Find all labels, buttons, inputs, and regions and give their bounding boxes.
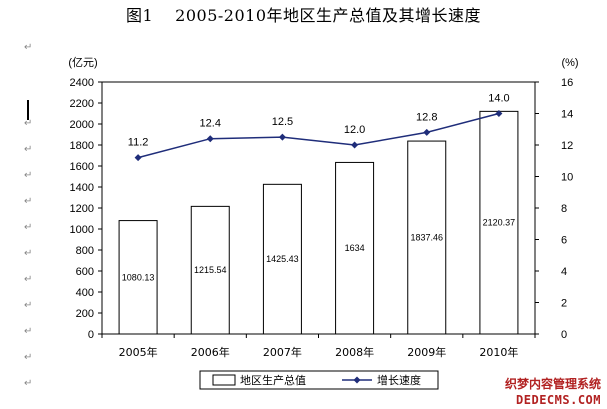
- bar-value-label: 1215.54: [194, 265, 227, 275]
- x-tick-label: 2005年: [119, 345, 158, 359]
- legend: 地区生产总值 增长速度: [199, 370, 439, 390]
- legend-label-bar: 地区生产总值: [240, 373, 306, 387]
- y-right-tick-label: 16: [561, 77, 573, 89]
- bar: [118, 220, 158, 335]
- line-value-label: 12.5: [272, 116, 293, 128]
- x-tick-label: 2007年: [263, 345, 302, 359]
- y-right-tick-label: 4: [561, 266, 567, 278]
- x-tick-label: 2006年: [191, 345, 230, 359]
- paragraph-mark: ↵: [24, 196, 33, 207]
- bar: [262, 183, 302, 335]
- y-left-tick-label: 800: [76, 245, 94, 257]
- x-tick-label: 2010年: [479, 345, 518, 359]
- figure-number: 图1: [125, 6, 154, 25]
- paragraph-marks: ↵ ↵ ↵ ↵ ↵ ↵ ↵ ↵ ↵ ↵ ↵ ↵: [24, 34, 40, 404]
- bar-value-label: 2120.37: [483, 218, 516, 228]
- line-value-label: 14.0: [488, 93, 509, 105]
- paragraph-mark: ↵: [24, 248, 33, 259]
- line-value-label: 12.8: [416, 111, 437, 123]
- bar-value-label: 1837.46: [410, 233, 443, 243]
- y-right-tick-label: 6: [561, 235, 567, 247]
- y-left-tick-label: 1000: [70, 224, 94, 236]
- line-point: [351, 141, 359, 149]
- x-tick-label: 2009年: [407, 345, 446, 359]
- y-right-tick-label: 8: [561, 203, 567, 215]
- watermark-url: DEDECMS.COM: [516, 393, 601, 407]
- line-point: [206, 135, 214, 143]
- y-left-tick-label: 1800: [70, 140, 94, 152]
- y-right-tick-label: 12: [561, 140, 573, 152]
- line-value-label: 11.2: [128, 137, 149, 149]
- bar-value-label: 1425.43: [266, 254, 299, 264]
- paragraph-mark: ↵: [24, 118, 33, 129]
- watermark-text: 织梦内容管理系统: [504, 377, 601, 391]
- y-left-tick-label: 1400: [70, 182, 94, 194]
- y-left-tick-label: 2200: [70, 98, 94, 110]
- chart-title: 图1 2005-2010年地区生产总值及其增长速度: [0, 2, 607, 26]
- line-point: [278, 133, 286, 141]
- y-left-tick-label: 2000: [70, 119, 94, 131]
- bar-value-label: 1634: [345, 243, 365, 253]
- line-value-label: 12.4: [200, 118, 221, 130]
- paragraph-mark: ↵: [24, 378, 33, 389]
- y-left-tick-label: 2400: [70, 77, 94, 89]
- bar-series: 1080.13 1215.54 1425.43 1634 1837.46 2120.37: [118, 110, 519, 335]
- y-left-axis-label: (亿元): [68, 56, 97, 69]
- line-series: 11.2 12.4 12.5 12.0 12.8 14.0: [128, 93, 510, 162]
- line-value-label: 12.0: [344, 124, 365, 136]
- paragraph-mark: ↵: [24, 274, 33, 285]
- legend-label-line: 增长速度: [377, 373, 421, 387]
- y-right-tick-label: 2: [561, 298, 567, 310]
- paragraph-mark: ↵: [24, 144, 33, 155]
- y-right-tick-label: 10: [561, 172, 573, 184]
- y-left-tick-label: 1600: [70, 161, 94, 173]
- growth-line: [137, 112, 500, 159]
- y-right-tick-label: 0: [561, 329, 567, 341]
- line-point: [423, 128, 431, 136]
- line-point: [495, 110, 503, 117]
- y-left-tick-label: 600: [76, 266, 94, 278]
- legend-swatch-marker: [353, 376, 361, 384]
- bar: [190, 205, 230, 335]
- plot-frame: [101, 81, 536, 335]
- text-cursor: [27, 100, 29, 120]
- y-left-tick-label: 0: [88, 329, 94, 341]
- y-left-tick-label: 400: [76, 287, 94, 299]
- line-point: [134, 154, 142, 162]
- bar: [479, 110, 519, 335]
- legend-swatch-bar: [212, 374, 236, 386]
- y-left-tick-label: 200: [76, 308, 94, 320]
- x-tick-label: 2008年: [335, 345, 374, 359]
- paragraph-mark: ↵: [24, 352, 33, 363]
- bar: [407, 140, 447, 335]
- bar-value-label: 1080.13: [122, 272, 155, 282]
- paragraph-mark: ↵: [24, 300, 33, 311]
- y-left-tick-label: 1200: [70, 203, 94, 215]
- y-right-axis-label: (%): [561, 57, 578, 69]
- bar: [335, 161, 375, 335]
- paragraph-mark: ↵: [24, 170, 33, 181]
- legend-box: [199, 370, 439, 390]
- title-text: 2005-2010年地区生产总值及其增长速度: [175, 6, 482, 25]
- paragraph-mark: ↵: [24, 42, 33, 53]
- y-right-tick-label: 14: [561, 109, 573, 121]
- paragraph-mark: ↵: [24, 222, 33, 233]
- paragraph-mark: ↵: [24, 326, 33, 337]
- axes: 0200400600800100012001400160018002000220…: [68, 56, 578, 359]
